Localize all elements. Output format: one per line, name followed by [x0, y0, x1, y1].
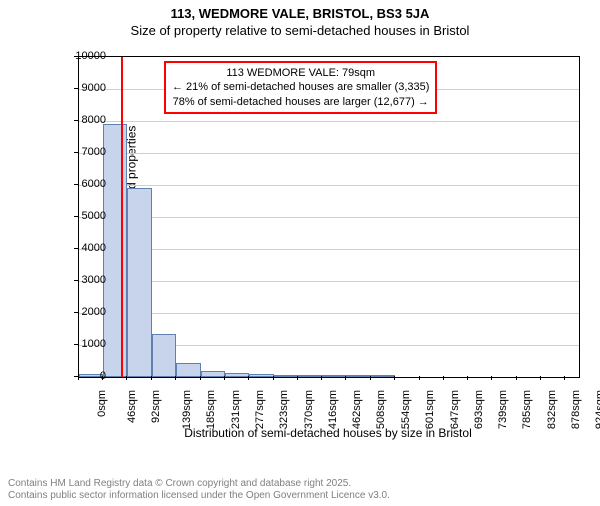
gridline — [79, 121, 579, 122]
histogram-bar — [249, 374, 274, 377]
gridline — [79, 185, 579, 186]
gridline — [79, 313, 579, 314]
histogram-bar — [274, 375, 298, 377]
footer-line-2: Contains public sector information licen… — [8, 490, 390, 502]
histogram-bar — [322, 375, 346, 377]
gridline — [79, 281, 579, 282]
histogram-bar — [127, 188, 152, 377]
y-tick-label: 9000 — [66, 82, 106, 94]
annotation-line: 78% of semi-detached houses are larger (… — [172, 95, 429, 109]
annotation-line: 113 WEDMORE VALE: 79sqm — [172, 66, 429, 80]
x-tick-label: 554sqm — [400, 390, 412, 429]
histogram-bar — [103, 124, 127, 377]
chart-container: Number of semi-detached properties 113 W… — [48, 56, 578, 416]
chart-title: 113, WEDMORE VALE, BRISTOL, BS3 5JA — [0, 6, 600, 21]
histogram-bar — [371, 375, 396, 377]
x-tick-label: 508sqm — [376, 390, 388, 429]
y-tick-label: 7000 — [66, 146, 106, 158]
chart-subtitle: Size of property relative to semi-detach… — [0, 23, 600, 38]
annotation-box: 113 WEDMORE VALE: 79sqm← 21% of semi-det… — [164, 61, 437, 114]
gridline — [79, 249, 579, 250]
y-tick-label: 1000 — [66, 338, 106, 350]
footer-line-1: Contains HM Land Registry data © Crown c… — [8, 478, 390, 490]
histogram-bar — [346, 375, 370, 377]
histogram-bar — [152, 334, 176, 377]
x-tick-label: 693sqm — [473, 390, 485, 429]
gridline — [79, 217, 579, 218]
y-tick-label: 6000 — [66, 178, 106, 190]
histogram-bar — [201, 371, 225, 377]
property-marker-line — [121, 57, 123, 377]
gridline — [79, 153, 579, 154]
x-tick-label: 139sqm — [181, 390, 193, 429]
y-tick-label: 10000 — [66, 50, 106, 62]
x-tick-label: 647sqm — [449, 390, 461, 429]
y-tick-label: 3000 — [66, 274, 106, 286]
x-tick-label: 739sqm — [497, 390, 509, 429]
x-tick-label: 601sqm — [424, 390, 436, 429]
histogram-bar — [225, 373, 249, 377]
x-tick-label: 231sqm — [230, 390, 242, 429]
x-tick-label: 46sqm — [126, 390, 138, 423]
y-tick-label: 8000 — [66, 114, 106, 126]
x-tick-label: 323sqm — [278, 390, 290, 429]
footer-attribution: Contains HM Land Registry data © Crown c… — [8, 478, 390, 502]
histogram-bar — [298, 375, 322, 377]
x-tick-label: 878sqm — [570, 390, 582, 429]
y-tick-label: 0 — [66, 370, 106, 382]
x-tick-label: 785sqm — [521, 390, 533, 429]
histogram-bar — [176, 363, 200, 377]
x-tick-label: 462sqm — [351, 390, 363, 429]
x-tick-label: 92sqm — [150, 390, 162, 423]
x-tick-label: 277sqm — [254, 390, 266, 429]
x-tick-label: 370sqm — [303, 390, 315, 429]
annotation-line: ← 21% of semi-detached houses are smalle… — [172, 80, 429, 94]
x-tick-label: 832sqm — [546, 390, 558, 429]
x-tick-label: 924sqm — [594, 390, 600, 429]
x-tick-label: 185sqm — [206, 390, 218, 429]
x-tick-label: 416sqm — [327, 390, 339, 429]
y-tick-label: 4000 — [66, 242, 106, 254]
x-tick-label: 0sqm — [96, 390, 108, 417]
y-tick-label: 2000 — [66, 306, 106, 318]
plot-area: 113 WEDMORE VALE: 79sqm← 21% of semi-det… — [78, 56, 580, 378]
y-tick-label: 5000 — [66, 210, 106, 222]
